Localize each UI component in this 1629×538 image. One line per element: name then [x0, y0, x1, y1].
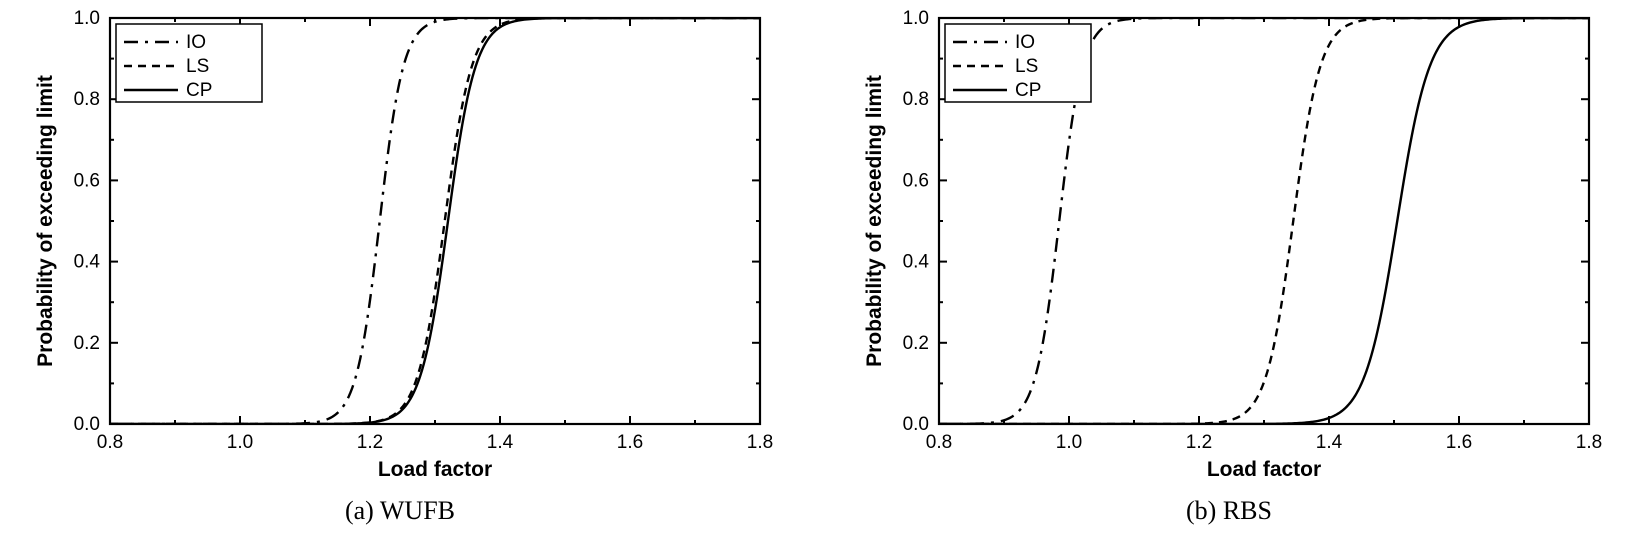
svg-text:1.2: 1.2: [357, 432, 383, 453]
svg-text:1.6: 1.6: [617, 432, 643, 453]
svg-text:1.8: 1.8: [1576, 432, 1602, 453]
svg-text:0.8: 0.8: [926, 432, 952, 453]
svg-text:IO: IO: [1015, 32, 1035, 53]
svg-text:1.0: 1.0: [1056, 432, 1082, 453]
svg-text:IO: IO: [186, 32, 206, 53]
svg-text:CP: CP: [1015, 80, 1041, 101]
svg-text:1.0: 1.0: [74, 8, 100, 29]
svg-text:1.4: 1.4: [487, 432, 514, 453]
svg-text:1.6: 1.6: [1446, 432, 1472, 453]
svg-text:Probability of exceeding limit: Probability of exceeding limit: [863, 75, 886, 367]
svg-text:Load factor: Load factor: [1207, 458, 1321, 481]
panel-wufb: 0.8 1.0 1.2 1.4 1.6 1.8 0.0 0.2 0.4 0.6 0.8 1.0 Load…: [20, 4, 780, 534]
svg-text:0.2: 0.2: [74, 333, 100, 354]
svg-text:1.2: 1.2: [1186, 432, 1212, 453]
panel-rbs: 0.8 1.0 1.2 1.4 1.6 1.8 0.0 0.2 0.4 0.6 0.8 1.0 Load…: [849, 4, 1609, 534]
chart-wufb: 0.8 1.0 1.2 1.4 1.6 1.8 0.0 0.2 0.4 0.6 0.8 1.0 Load…: [20, 4, 780, 494]
svg-text:0.8: 0.8: [97, 432, 123, 453]
figure: 0.8 1.0 1.2 1.4 1.6 1.8 0.0 0.2 0.4 0.6 0.8 1.0 Load…: [0, 0, 1629, 538]
svg-text:1.0: 1.0: [227, 432, 253, 453]
svg-text:0.8: 0.8: [74, 89, 100, 110]
svg-text:0.6: 0.6: [903, 170, 929, 191]
svg-text:1.0: 1.0: [903, 8, 929, 29]
chart-rbs: 0.8 1.0 1.2 1.4 1.6 1.8 0.0 0.2 0.4 0.6 0.8 1.0 Load…: [849, 4, 1609, 494]
svg-text:LS: LS: [186, 56, 209, 77]
svg-text:0.2: 0.2: [903, 333, 929, 354]
svg-text:0.0: 0.0: [903, 414, 929, 435]
caption-wufb: (a) WUFB: [345, 496, 455, 526]
svg-text:LS: LS: [1015, 56, 1038, 77]
svg-text:0.8: 0.8: [903, 89, 929, 110]
svg-text:Load factor: Load factor: [378, 458, 492, 481]
svg-text:0.4: 0.4: [903, 252, 930, 273]
svg-text:0.6: 0.6: [74, 170, 100, 191]
svg-text:Probability of exceeding limit: Probability of exceeding limit: [34, 75, 57, 367]
caption-rbs: (b) RBS: [1186, 496, 1272, 526]
svg-text:1.8: 1.8: [747, 432, 773, 453]
svg-text:CP: CP: [186, 80, 212, 101]
svg-text:1.4: 1.4: [1316, 432, 1343, 453]
svg-text:0.4: 0.4: [74, 252, 101, 273]
svg-text:0.0: 0.0: [74, 414, 100, 435]
